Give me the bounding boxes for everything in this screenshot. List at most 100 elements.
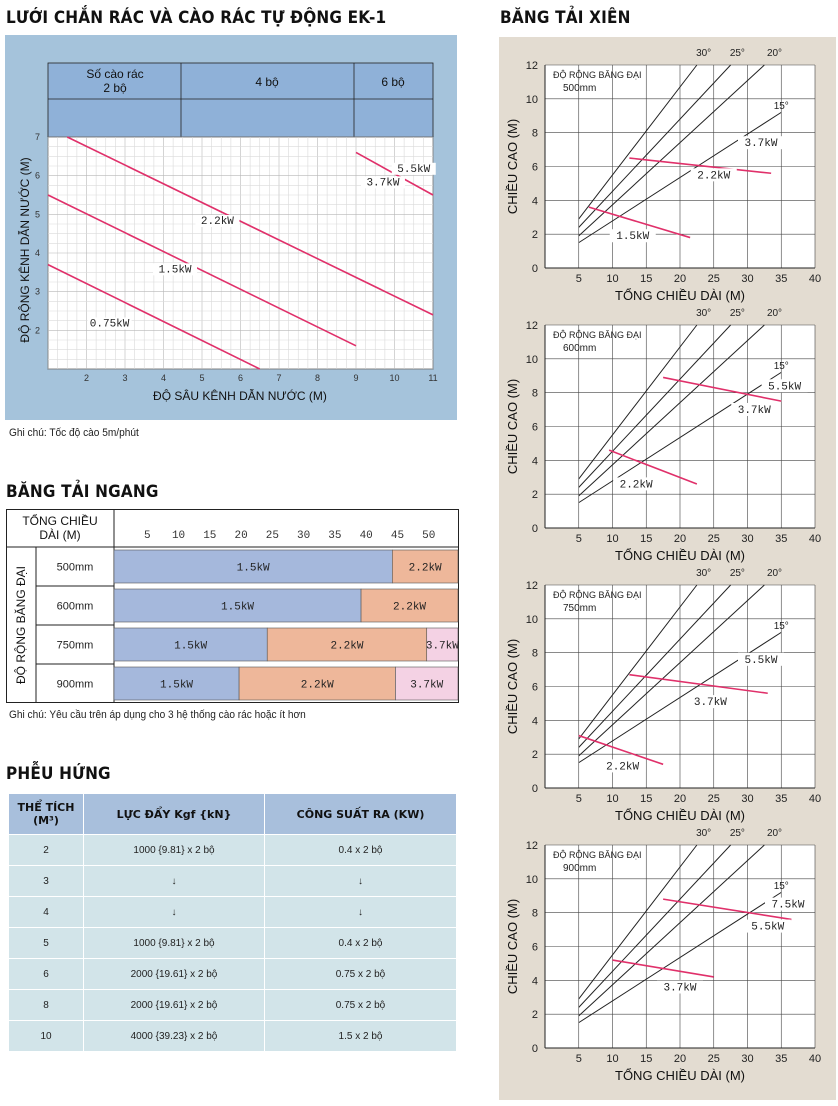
ek1-series-line [47,194,357,347]
hopper-cell-volume: 8 [8,989,84,1021]
incline-conveyor-heading: BĂNG TẢI XIÊN [500,8,631,28]
ek1-x-tick: 11 [428,373,437,383]
ek1-chart: Số cào rác 2 bộ 4 bộ 6 bộ 2 3 4 5 6 7 8 9 10 11 2 3 4… [5,35,457,420]
ek1-x-tick: 9 [353,373,358,383]
hz-segment [395,666,459,701]
hz-segment [266,627,428,662]
incline-power-label-bg [690,168,737,182]
ek1-x-tick: 7 [276,373,281,383]
incline-power-label-bg [731,402,778,416]
hopper-row: 10 4000 {39.23} x 2 bộ 1.5 x 2 bộ [8,1020,457,1052]
incline-power-label: 3.7kW [738,405,771,417]
hopper-row: 8 2000 {19.61} x 2 bộ 0.75 x 2 bộ [8,989,457,1021]
incline-y-tick: 2 [532,229,538,241]
incline-y-tick: 6 [532,162,538,174]
hz-tick: 20 [234,530,247,542]
hz-tick: 10 [172,530,185,542]
incline-y-tick: 12 [526,840,538,852]
incline-x-tick: 10 [606,533,618,545]
ek1-x-tick: 6 [238,373,243,383]
incline-angle-line [578,844,731,1008]
incline-x-tick: 25 [708,273,720,285]
incline-x-tick: 10 [606,273,618,285]
ek1-y-axis-label: ĐỘ RỘNG KÊNH DẪN NƯỚC (M) [17,157,32,342]
incline-annotation: ĐỘ RỘNG BĂNG ĐẠI [553,330,642,340]
hopper-cell-power: 0.4 x 2 bộ [264,927,457,959]
incline-y-label: CHIỀU CAO (M) [505,639,520,734]
incline-x-tick: 40 [809,533,821,545]
incline-x-tick: 40 [809,793,821,805]
incline-annotation: ĐỘ RỘNG BĂNG ĐẠI [553,850,642,860]
hopper-cell-thrust: ↓ [83,865,265,897]
incline-power-label-bg [609,229,656,243]
hz-segment [426,627,459,662]
hz-tick: 45 [391,530,404,542]
incline-angle-label: 30° [696,308,711,319]
ek1-series-label: 1.5kW [159,264,192,276]
incline-angle-label: 25° [730,48,745,59]
incline-x-tick: 10 [606,1053,618,1065]
horizontal-conveyor-heading: BĂNG TẢI NGANG [6,482,159,502]
hz-segment-label: 1.5kW [160,680,193,692]
ek1-y-tick: 5 [35,209,40,219]
hopper-cell-thrust: 2000 {19.61} x 2 bộ [83,989,265,1021]
incline-power-label: 3.7kW [694,697,727,709]
hz-segment [113,549,393,584]
incline-y-tick: 10 [526,354,538,366]
incline-y-tick: 12 [526,320,538,332]
ek1-header-cell-1: 4 bộ [255,75,279,89]
ek1-y-tick: 6 [35,171,40,181]
ek1-heading: LƯỚI CHẮN RÁC VÀ CÀO RÁC TỰ ĐỘNG EK-1 [6,8,387,28]
incline-angle-line [578,844,765,1017]
hz-row-width: 600mm [57,601,94,613]
incline-y-tick: 10 [526,874,538,886]
incline-power-label: 2.2kW [606,761,639,773]
incline-y-tick: 8 [532,908,538,920]
hopper-cell-power: ↓ [264,896,457,928]
ek1-header-cell-2: 6 bộ [381,75,405,89]
incline-y-tick: 2 [532,1009,538,1021]
incline-y-tick: 2 [532,749,538,761]
incline-x-tick: 20 [674,793,686,805]
ek1-x-tick: 8 [315,373,320,383]
incline-y-tick: 0 [532,783,538,795]
incline-angle-line [578,111,782,244]
incline-chart-600mm: 5 10 15 20 25 30 35 40 0 2 4 6 8 10 12 TỔNG CHIỀU DÀI (… [505,308,821,563]
ek1-y-tick: 7 [35,132,40,142]
ek1-label-bg [391,162,436,175]
incline-power-label: 1.5kW [616,231,649,243]
incline-x-tick: 25 [708,533,720,545]
incline-y-tick: 8 [532,648,538,660]
hz-segment-label: 1.5kW [221,602,254,614]
incline-x-tick: 30 [741,533,753,545]
hz-segment [113,627,268,662]
incline-angle-label: 25° [730,568,745,579]
hz-row-width: 500mm [57,562,94,574]
incline-x-tick: 15 [640,273,652,285]
incline-angle-line [578,324,765,497]
hz-tick: 25 [266,530,279,542]
hz-segment [113,588,362,623]
incline-chart-750mm: 5 10 15 20 25 30 35 40 0 2 4 6 8 10 12 TỔNG CHIỀU DÀI (… [505,568,821,823]
incline-x-tick: 5 [576,273,582,285]
incline-x-tick: 20 [674,1053,686,1065]
ek1-x-tick: 10 [389,373,399,383]
incline-x-tick: 30 [741,273,753,285]
incline-y-tick: 10 [526,614,538,626]
incline-y-tick: 4 [532,715,538,727]
incline-power-limit-line [629,673,768,695]
incline-x-tick: 35 [775,1053,787,1065]
ek1-label-bg [195,215,240,227]
incline-power-label-bg [744,919,791,933]
incline-x-tick: 30 [741,793,753,805]
incline-angle-label: 15° [774,361,789,372]
hz-segment-label: 3.7kW [426,641,459,653]
incline-angle-line [578,64,698,220]
hopper-cell-power: 0.4 x 2 bộ [264,834,457,866]
incline-x-tick: 15 [640,1053,652,1065]
incline-x-label: TỔNG CHIỀU DÀI (M) [615,808,745,823]
ek1-y-tick: 3 [35,287,40,297]
incline-y-label: CHIỀU CAO (M) [505,899,520,994]
ek1-series-label: 2.2kW [201,216,234,228]
hopper-cell-volume: 4 [8,896,84,928]
